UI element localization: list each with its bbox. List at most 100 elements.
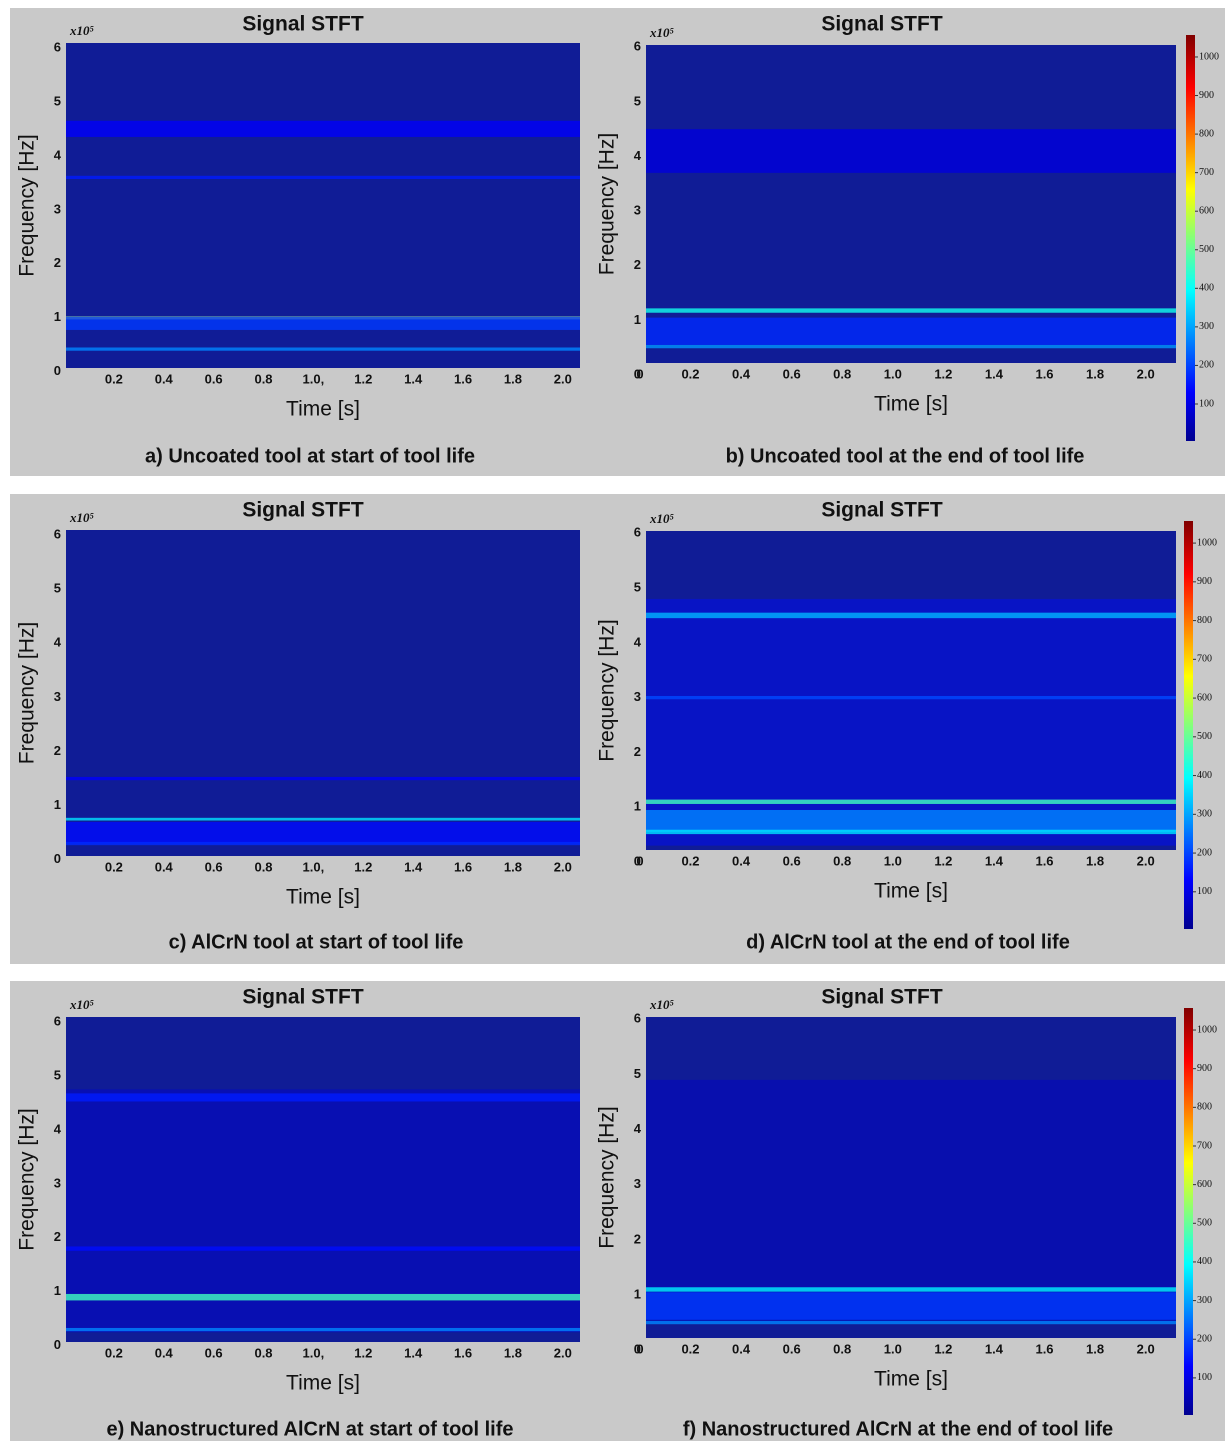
x-axis-label: Time [s] (286, 398, 360, 421)
x-tick-label: 0.6 (783, 853, 801, 868)
y-tick-label: 0 (634, 366, 641, 381)
x-tick-label: 0 (636, 366, 643, 381)
x-tick-label: 0.6 (783, 366, 801, 381)
y-tick-label: 3 (54, 1175, 61, 1190)
y-tick-label: 6 (634, 39, 641, 54)
x-tick-label: 0.2 (681, 366, 699, 381)
colorbar-tick-label: 600 (1197, 1179, 1212, 1190)
y-tick-label: 5 (634, 579, 641, 594)
plot-area (66, 43, 580, 368)
caption: a) Uncoated tool at start of tool life (145, 445, 475, 467)
spectral-band (646, 129, 1176, 173)
colorbar-tick-label: 400 (1199, 283, 1214, 294)
x-tick-label: 1.0 (884, 366, 902, 381)
y-tick-label: 4 (54, 1121, 62, 1136)
x-tick-label: 0.8 (833, 1341, 851, 1356)
y-multiplier: x10⁵ (69, 23, 95, 38)
x-tick-label: 1.8 (504, 859, 522, 874)
x-tick-label: 2.0 (1137, 1341, 1155, 1356)
y-tick-label: 5 (634, 1066, 641, 1081)
chart-title: Signal STFT (821, 13, 943, 36)
y-tick-label: 3 (634, 203, 641, 218)
spectral-band (66, 347, 580, 351)
y-tick-label: 4 (54, 635, 62, 650)
x-tick-label: 1.0 (884, 853, 902, 868)
x-axis-label: Time [s] (874, 1368, 948, 1391)
y-tick-label: 2 (634, 257, 641, 272)
x-tick-label: 2.0 (554, 859, 572, 874)
y-tick-label: 2 (634, 744, 641, 759)
x-tick-label: 0.2 (105, 371, 123, 386)
spectral-band (66, 1293, 580, 1301)
colorbar-tick-label: 900 (1199, 90, 1214, 101)
x-tick-label: 1.8 (1086, 366, 1104, 381)
x-tick-label: 1.2 (354, 859, 372, 874)
y-tick-label: 6 (54, 526, 61, 541)
x-tick-label: 1.6 (1035, 366, 1053, 381)
colorbar-tick-label: 900 (1197, 576, 1212, 587)
x-tick-label: 0.4 (155, 371, 174, 386)
caption: f) Nanostructured AlCrN at the end of to… (683, 1418, 1113, 1440)
x-tick-label: 1.4 (404, 1345, 423, 1360)
spectral-band (646, 598, 1176, 846)
x-tick-label: 0.4 (155, 859, 174, 874)
x-tick-label: 0 (636, 853, 643, 868)
spectral-band (646, 1292, 1176, 1320)
x-tick-label: 1.4 (985, 853, 1004, 868)
colorbar (1184, 1008, 1193, 1415)
x-tick-label: 0 (636, 1341, 643, 1356)
x-tick-label: 1.0, (303, 1345, 325, 1360)
chart-title: Signal STFT (242, 13, 364, 36)
spectral-band (66, 817, 580, 821)
x-tick-label: 0.4 (732, 853, 751, 868)
colorbar-tick-label: 400 (1197, 1256, 1212, 1267)
colorbar-tick-label: 100 (1199, 398, 1214, 409)
colorbar-tick-label: 1000 (1199, 51, 1219, 62)
colorbar-tick-label: 100 (1197, 886, 1212, 897)
y-tick-label: 1 (634, 799, 641, 814)
x-tick-label: 0.6 (205, 1345, 223, 1360)
spectral-band (646, 1287, 1176, 1292)
x-tick-label: 0.2 (681, 1341, 699, 1356)
colorbar-tick-label: 500 (1197, 731, 1212, 742)
spectral-band (66, 120, 580, 137)
spectral-band (646, 799, 1176, 804)
caption: d) AlCrN tool at the end of tool life (746, 931, 1070, 953)
x-tick-label: 0.8 (254, 1345, 272, 1360)
y-tick-label: 2 (54, 743, 61, 758)
x-tick-label: 0.2 (105, 1345, 123, 1360)
y-tick-label: 2 (634, 1231, 641, 1246)
x-tick-label: 1.0 (884, 1341, 902, 1356)
y-axis-label: Frequency [Hz] (596, 619, 619, 761)
colorbar-tick-label: 500 (1197, 1218, 1212, 1229)
y-tick-label: 6 (634, 1011, 641, 1026)
colorbar-tick-label: 300 (1197, 809, 1212, 820)
spectral-band (646, 612, 1176, 619)
y-multiplier: x10⁵ (69, 510, 95, 525)
y-tick-label: 0 (634, 1342, 641, 1357)
spectral-band (646, 829, 1176, 835)
y-tick-label: 1 (634, 1286, 641, 1301)
spectral-band (646, 1320, 1176, 1325)
colorbar-tick-label: 200 (1197, 847, 1212, 858)
x-tick-label: 0.6 (205, 859, 223, 874)
spectral-band (646, 317, 1176, 345)
x-tick-label: 1.4 (404, 371, 423, 386)
colorbar-tick-label: 800 (1199, 128, 1214, 139)
x-tick-label: 1.6 (454, 1345, 472, 1360)
colorbar (1184, 521, 1193, 929)
y-axis-label: Frequency [Hz] (16, 622, 39, 764)
chart-title: Signal STFT (821, 986, 943, 1009)
x-axis-label: Time [s] (286, 886, 360, 909)
x-axis-label: Time [s] (286, 1372, 360, 1395)
x-tick-label: 1.8 (504, 371, 522, 386)
y-axis-label: Frequency [Hz] (16, 134, 39, 276)
x-tick-label: 0.2 (681, 853, 699, 868)
x-tick-label: 0.6 (205, 371, 223, 386)
caption: e) Nanostructured AlCrN at start of tool… (106, 1418, 513, 1440)
spectral-band (66, 1093, 580, 1102)
x-tick-label: 1.4 (985, 366, 1004, 381)
x-tick-label: 1.2 (354, 1345, 372, 1360)
y-multiplier: x10⁵ (649, 997, 675, 1012)
colorbar-tick-label: 800 (1197, 1102, 1212, 1113)
